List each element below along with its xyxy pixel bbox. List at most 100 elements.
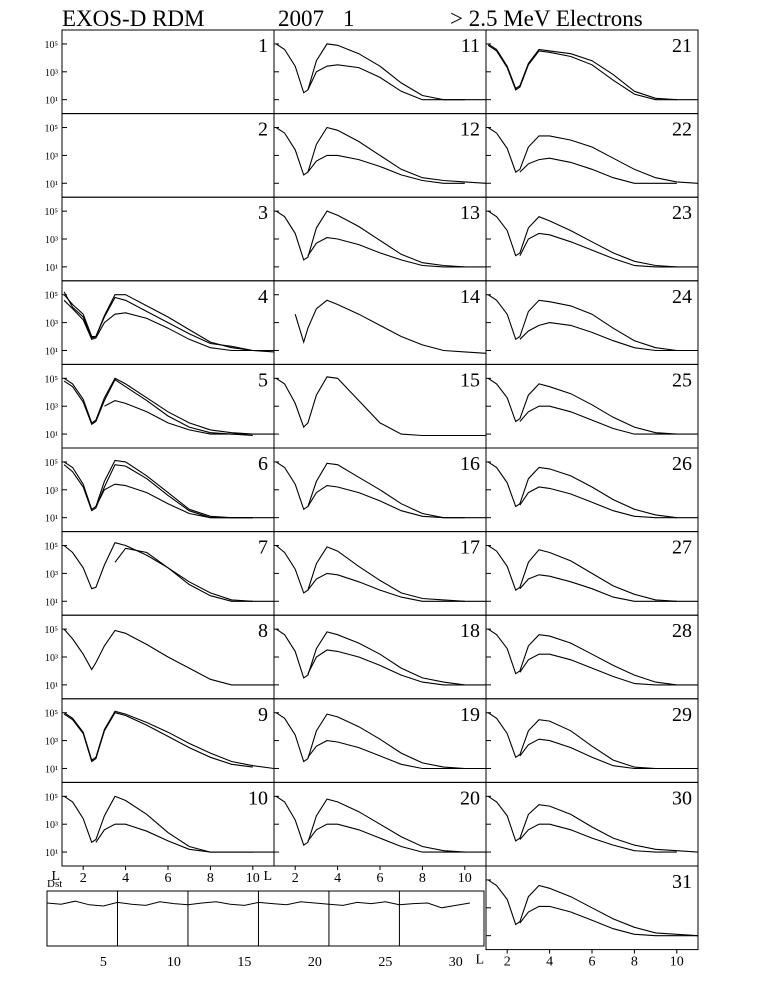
day-number-label: 9 [258, 704, 268, 726]
day-panel-16: 16 [273, 447, 487, 533]
flux-curve [63, 464, 253, 519]
y-tick-label: 10¹ [45, 346, 58, 357]
flux-curve [487, 43, 698, 101]
flux-curve [275, 795, 486, 853]
day-panel-22: 22 [485, 113, 699, 198]
flux-curve [519, 322, 677, 352]
dst-day-tick-label: 15 [237, 955, 251, 970]
flux-curve [519, 232, 677, 268]
day-number-label: 25 [672, 369, 692, 391]
flux-curve [307, 485, 465, 519]
day-number-label: 16 [460, 453, 480, 475]
day-panel-7: 7 10⁵ 10³ 10¹ [45, 531, 275, 616]
day-panels: 1 10⁵ 10³ 10¹ 2 10⁵ 10³ 10¹ 3 10⁵ 10³ 10¹ 4 10⁵ 10³ 10¹… [45, 29, 699, 970]
day-panel-30: 30 [485, 781, 699, 867]
x-tick-label: 6 [165, 871, 172, 886]
panel-frame [61, 196, 275, 282]
day-panel-23: 23 [485, 196, 699, 282]
day-panel-2: 2 10⁵ 10³ 10¹ [45, 113, 275, 198]
day-number-label: 11 [461, 35, 480, 57]
y-tick-label: 10⁵ [45, 207, 59, 218]
day-panel-25: 25 [485, 363, 699, 449]
x-axis-letter: L [51, 869, 60, 884]
x-tick-label: 6 [377, 871, 384, 886]
day-number-label: 2 [258, 119, 268, 141]
x-tick-label: 10 [246, 871, 260, 886]
dst-panel: Dst [46, 878, 485, 947]
x-axis: L 2 4 6 8 10 [475, 949, 684, 970]
flux-curve [307, 154, 465, 184]
y-tick-label: 10⁵ [45, 625, 59, 636]
flux-curve [307, 64, 465, 101]
y-tick-label: 10³ [45, 737, 58, 748]
y-tick-label: 10⁵ [45, 40, 59, 51]
flux-curve [487, 377, 698, 435]
flux-curve [487, 712, 698, 770]
panel-frame [61, 113, 275, 198]
flux-curve [275, 376, 486, 437]
y-tick-label: 10³ [45, 569, 58, 580]
panel-frame [273, 196, 487, 282]
flux-curve [519, 486, 677, 519]
dst-day-tick-label: 10 [167, 955, 181, 970]
day-number-label: 27 [672, 537, 692, 559]
flux-curve [519, 157, 677, 184]
day-panel-5: 5 10⁵ 10³ 10¹ [45, 363, 275, 449]
flux-curve [63, 712, 253, 768]
panel-frame [273, 698, 487, 783]
dst-day-tick-label: 20 [308, 955, 322, 970]
day-panel-10: 10 10⁵ 10³ 10¹ [45, 781, 275, 867]
y-tick-label: 10⁵ [45, 709, 59, 720]
x-axis: L 2 4 6 8 10 [51, 866, 260, 886]
day-number-label: 3 [258, 202, 268, 224]
x-tick-label: 4 [546, 955, 553, 970]
flux-curve [294, 299, 487, 354]
flux-curve [275, 545, 486, 602]
panel-frame [273, 280, 487, 365]
day-number-label: 28 [672, 620, 692, 642]
day-number-label: 22 [672, 119, 692, 141]
flux-curve [63, 459, 274, 519]
day-number-label: 18 [460, 620, 480, 642]
day-panel-9: 9 10⁵ 10³ 10¹ [45, 698, 275, 783]
flux-curve [307, 740, 465, 770]
panel-frame [485, 113, 699, 198]
y-tick-label: 10⁵ [45, 124, 59, 135]
flux-curve [114, 547, 253, 602]
flux-curve [275, 210, 486, 268]
dst-day-tick-label: 25 [378, 955, 392, 970]
y-tick-label: 10³ [45, 235, 58, 246]
flux-curve [307, 649, 465, 686]
day-panel-3: 3 10⁵ 10³ 10¹ [45, 196, 275, 282]
day-panel-19: 19 [273, 698, 487, 783]
day-panel-6: 6 10⁵ 10³ 10¹ [45, 447, 275, 533]
day-panel-4: 4 10⁵ 10³ 10¹ [45, 280, 275, 365]
x-tick-label: 8 [419, 871, 426, 886]
day-panel-18: 18 [273, 614, 487, 700]
day-number-label: 1 [258, 35, 268, 57]
flux-curve [519, 653, 677, 686]
flux-curve [95, 823, 253, 853]
dst-curve [46, 900, 470, 909]
day-panel-11: 11 [273, 29, 487, 115]
flux-curve [307, 572, 465, 602]
y-tick-label: 10¹ [45, 430, 58, 441]
flux-curve [63, 377, 274, 435]
month-label: 1 [343, 6, 355, 31]
y-tick-label: 10⁵ [45, 792, 59, 803]
flux-curve [95, 483, 253, 519]
flux-curve [487, 44, 677, 101]
day-number-label: 20 [460, 787, 480, 809]
y-tick-label: 10⁵ [45, 291, 59, 302]
dst-day-axis: 5 10 15 20 25 30 [100, 955, 463, 970]
flux-curve [307, 823, 465, 853]
flux-curve [487, 795, 699, 853]
flux-curve [307, 237, 465, 268]
y-tick-label: 10³ [45, 820, 58, 831]
flux-curve [487, 545, 698, 602]
day-panel-27: 27 [485, 531, 699, 616]
y-tick-label: 10³ [45, 68, 58, 79]
y-tick-label: 10¹ [45, 514, 58, 525]
dst-frame [46, 890, 485, 947]
day-number-label: 29 [672, 704, 692, 726]
